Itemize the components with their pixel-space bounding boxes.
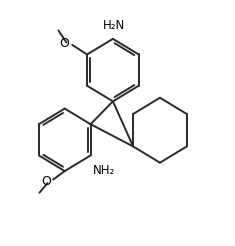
Text: NH₂: NH₂ — [93, 164, 115, 177]
Text: H₂N: H₂N — [103, 19, 125, 32]
Text: O: O — [41, 175, 51, 188]
Text: O: O — [59, 37, 69, 50]
